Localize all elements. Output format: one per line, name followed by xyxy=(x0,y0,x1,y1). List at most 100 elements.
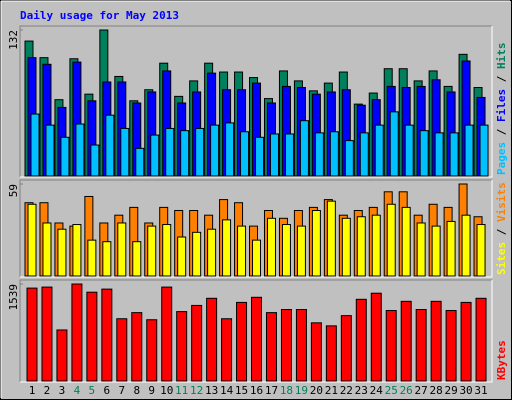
x-tick-label: 12 xyxy=(190,384,203,397)
bar xyxy=(255,136,265,177)
bar xyxy=(117,222,127,277)
x-tick-label: 1 xyxy=(29,384,36,397)
bar xyxy=(265,312,277,382)
x-tick-label: 28 xyxy=(430,384,443,397)
x-tick-label: 15 xyxy=(235,384,248,397)
bar xyxy=(101,288,113,382)
bar xyxy=(445,310,457,382)
x-tick-label: 30 xyxy=(459,384,472,397)
bar xyxy=(386,203,396,277)
bar xyxy=(45,124,55,177)
bar xyxy=(26,287,38,382)
bar xyxy=(72,224,82,277)
bar xyxy=(295,309,307,382)
bar xyxy=(57,228,67,277)
bar xyxy=(416,222,426,277)
bar xyxy=(162,224,172,277)
bar xyxy=(165,127,175,177)
bar xyxy=(431,225,441,277)
bar xyxy=(191,304,203,382)
bar xyxy=(419,130,429,177)
bar xyxy=(374,124,384,177)
x-tick-label: 10 xyxy=(160,384,173,397)
legend-entry: KBytes xyxy=(495,340,508,380)
x-tick-label: 22 xyxy=(340,384,353,397)
bar xyxy=(102,241,112,277)
bar xyxy=(430,300,442,382)
bar xyxy=(180,130,190,177)
bar xyxy=(461,214,471,277)
bar xyxy=(314,132,324,177)
bar xyxy=(192,231,202,277)
bar xyxy=(147,225,157,277)
bar xyxy=(464,124,474,177)
bar xyxy=(446,220,456,277)
chart-title: Daily usage for May 2013 xyxy=(20,9,179,22)
bar xyxy=(225,122,235,177)
panel-border xyxy=(20,280,493,383)
x-tick-label: 16 xyxy=(250,384,263,397)
bar xyxy=(237,225,247,277)
bar xyxy=(41,286,53,382)
bar xyxy=(434,132,444,177)
bar xyxy=(266,217,276,277)
y-tick-label: 59 xyxy=(7,184,20,197)
bar xyxy=(132,241,142,277)
bar xyxy=(176,311,188,382)
x-tick-label: 25 xyxy=(385,384,398,397)
bar xyxy=(284,133,294,177)
legend: Sites / Visits xyxy=(495,182,508,275)
bar xyxy=(161,286,173,382)
bar xyxy=(87,239,97,277)
bar xyxy=(404,124,414,177)
bar xyxy=(311,210,321,277)
bar xyxy=(341,217,351,277)
legend: KBytes xyxy=(495,340,508,380)
panel-border xyxy=(20,180,493,278)
x-tick-label: 5 xyxy=(89,384,96,397)
legend: Pages / Files / Hits xyxy=(495,43,508,176)
x-tick-label: 17 xyxy=(265,384,278,397)
bar xyxy=(401,206,411,277)
bar xyxy=(340,315,352,382)
bar xyxy=(296,225,306,277)
x-tick-label: 19 xyxy=(295,384,308,397)
bar xyxy=(371,214,381,277)
bar xyxy=(90,144,100,177)
x-tick-label: 3 xyxy=(59,384,66,397)
bar xyxy=(75,123,85,177)
bar xyxy=(240,131,250,177)
bar xyxy=(370,292,382,382)
x-tick-label: 18 xyxy=(280,384,293,397)
x-tick-label: 27 xyxy=(415,384,428,397)
legend-separator: / xyxy=(495,69,508,89)
x-tick-label: 20 xyxy=(310,384,323,397)
bar xyxy=(42,222,52,277)
x-tick-label: 23 xyxy=(355,384,368,397)
x-tick-label: 13 xyxy=(205,384,218,397)
bar xyxy=(310,322,322,382)
panel-border xyxy=(20,26,493,178)
bar xyxy=(177,236,187,277)
x-tick-label: 29 xyxy=(444,384,457,397)
bar xyxy=(385,310,397,382)
bar xyxy=(355,298,367,382)
bar xyxy=(356,216,366,277)
x-tick-label: 24 xyxy=(370,384,384,397)
bar xyxy=(71,283,83,382)
bar xyxy=(146,319,158,382)
x-tick-label: 31 xyxy=(474,384,487,397)
x-tick-label: 2 xyxy=(44,384,51,397)
bar xyxy=(389,111,399,177)
bar xyxy=(56,329,68,382)
bar xyxy=(30,113,40,177)
bar xyxy=(449,132,459,177)
bar xyxy=(252,239,262,277)
bar xyxy=(131,312,143,382)
bar xyxy=(206,297,218,382)
bar xyxy=(27,203,37,277)
bar xyxy=(221,318,233,382)
x-tick-label: 26 xyxy=(400,384,413,397)
bar xyxy=(400,300,412,382)
